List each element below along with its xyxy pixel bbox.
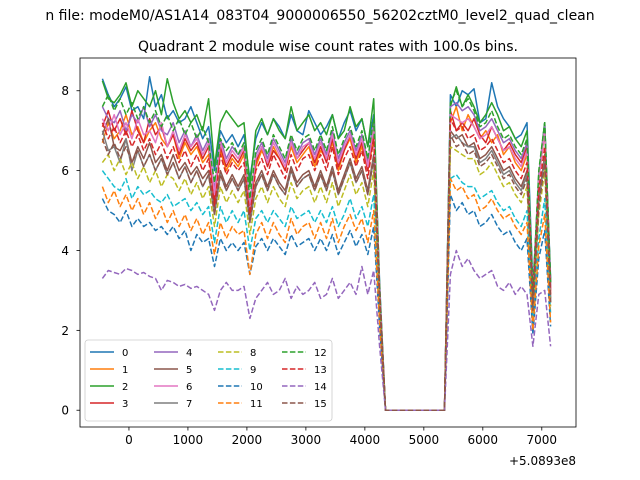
legend-label-2: 2 — [122, 382, 128, 393]
legend-label-13: 13 — [314, 365, 327, 376]
x-tick-label: 5000 — [409, 433, 440, 447]
series-line-15 — [101, 133, 552, 411]
legend-label-7: 7 — [186, 399, 192, 410]
legend-label-1: 1 — [122, 365, 128, 376]
figure-suptitle: n file: modeM0/AS1A14_083T04_9000006550_… — [45, 8, 594, 24]
series-line-5 — [101, 117, 552, 411]
y-tick-label: 8 — [61, 84, 69, 98]
chart-title: Quadrant 2 module wise count rates with … — [138, 39, 518, 55]
x-offset-label: +5.0893e8 — [509, 454, 576, 468]
legend-label-15: 15 — [314, 399, 327, 410]
legend-label-5: 5 — [186, 365, 192, 376]
series-line-4 — [101, 101, 552, 411]
x-tick-label: 2000 — [232, 433, 263, 447]
legend-label-10: 10 — [250, 382, 263, 393]
legend-label-3: 3 — [122, 399, 128, 410]
series-line-14 — [101, 249, 552, 411]
y-tick-label: 4 — [61, 244, 69, 258]
legend-label-4: 4 — [186, 348, 192, 359]
series-line-12 — [101, 89, 552, 411]
legend-label-14: 14 — [314, 382, 327, 393]
series-line-0 — [101, 76, 552, 411]
legend-label-9: 9 — [250, 365, 256, 376]
legend-label-0: 0 — [122, 348, 128, 359]
series-line-13 — [101, 117, 552, 411]
x-tick-label: 7000 — [527, 433, 558, 447]
series-line-11 — [101, 177, 552, 411]
x-tick-label: 0 — [125, 433, 133, 447]
y-tick-label: 2 — [61, 324, 69, 338]
series-line-8 — [101, 145, 552, 411]
series-line-2 — [101, 78, 552, 411]
series-line-10 — [101, 193, 552, 411]
x-tick-label: 3000 — [291, 433, 322, 447]
legend-label-6: 6 — [186, 382, 192, 393]
plot-area — [101, 76, 552, 411]
axes-frame — [79, 57, 577, 428]
legend-label-11: 11 — [250, 399, 263, 410]
legend-label-8: 8 — [250, 348, 256, 359]
series-line-6 — [101, 113, 552, 411]
series-line-3 — [101, 109, 552, 411]
x-tick-label: 4000 — [350, 433, 381, 447]
axes: 0 1000 2000 3000 4000 5000 6000 7000 0 2 4 6 8 — [61, 84, 557, 447]
y-tick-label: 6 — [61, 164, 69, 178]
legend-box — [84, 339, 333, 422]
legend-label-12: 12 — [314, 348, 327, 359]
x-tick-label: 6000 — [468, 433, 499, 447]
y-tick-label: 0 — [61, 404, 69, 418]
x-tick-label: 1000 — [173, 433, 204, 447]
series-line-9 — [101, 170, 552, 411]
